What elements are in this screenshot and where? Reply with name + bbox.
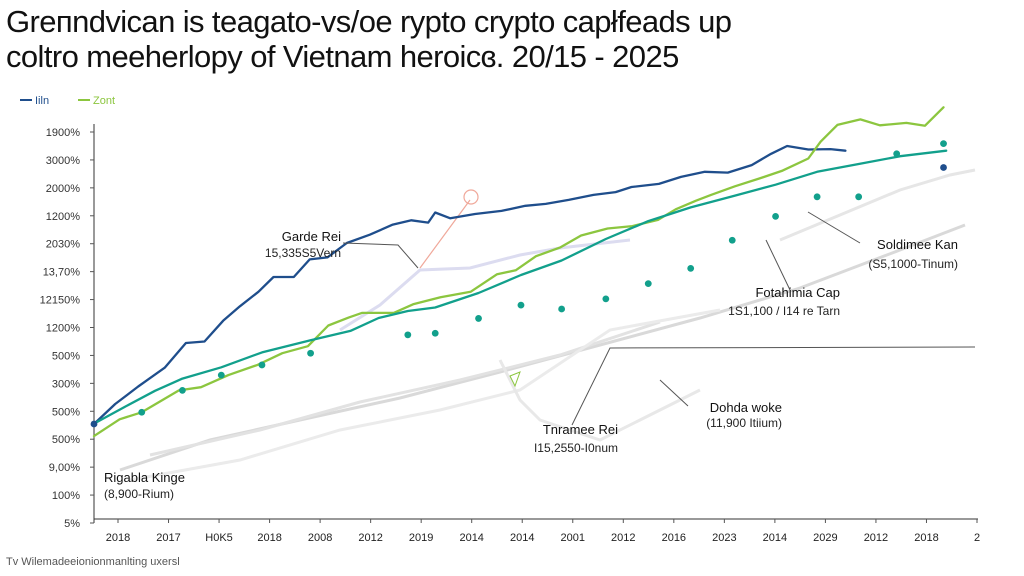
x-tick-label: 2008 — [308, 532, 332, 544]
x-tick-label: 2014 — [459, 532, 483, 544]
ghost-line-5 — [498, 359, 701, 442]
y-tick-label: 1200% — [46, 211, 80, 223]
x-tick-label: 2018 — [914, 532, 938, 544]
x-tick-label: 2018 — [106, 532, 130, 544]
y-tick-label: 500% — [52, 406, 80, 418]
data-point-marker — [728, 236, 736, 244]
y-tick-label: 500% — [52, 434, 80, 446]
y-tick-label: 5% — [64, 518, 80, 530]
data-point-marker — [258, 361, 266, 369]
data-point-marker — [517, 301, 525, 309]
ghost-line-6 — [779, 168, 976, 242]
x-tick-label: 2016 — [662, 532, 686, 544]
annotation-leader-line — [765, 239, 791, 291]
chart-title: Greпndvican is tеagato-vs/oe rypto crypt… — [6, 4, 1016, 74]
y-tick-label: 1900% — [46, 127, 80, 139]
data-point-marker — [813, 193, 821, 201]
data-point-marker — [687, 264, 695, 272]
data-point-marker — [404, 331, 412, 339]
series-markers — [90, 140, 947, 428]
data-point-marker — [855, 193, 863, 201]
x-tick-label: 2012 — [611, 532, 635, 544]
x-tick-label: 2023 — [712, 532, 736, 544]
data-point-marker — [558, 305, 566, 313]
annotation-label: Rigabla Kinge — [104, 470, 185, 485]
annotation-value: I15,2550-I0num — [534, 441, 618, 455]
data-point-marker — [644, 280, 652, 288]
ghost-pointer-line — [419, 199, 471, 269]
x-tick-label: 2012 — [358, 532, 382, 544]
x-tick-label: 2014 — [510, 532, 534, 544]
annotation-label: Dohda woke — [710, 400, 782, 415]
annotation-leader-line — [659, 379, 689, 407]
series-lines — [92, 106, 948, 438]
x-tick-label: 2029 — [813, 532, 837, 544]
series-line-teal — [92, 149, 948, 425]
data-point-marker — [90, 420, 98, 428]
chart-title-line-1: Greпndvican is tеagato-vs/oe rypto crypt… — [6, 4, 732, 39]
annotation-leader-line — [807, 211, 861, 244]
data-point-marker — [431, 329, 439, 337]
y-tick-label: 2030% — [46, 239, 80, 251]
y-tick-label: 2000% — [46, 183, 80, 195]
annotation-label: Garde Rei — [282, 229, 341, 244]
source-note: Tv Wilemadeeionionmanlting uxersl — [6, 556, 180, 568]
data-point-marker — [307, 349, 314, 357]
y-tick-label: 100% — [52, 490, 80, 502]
data-point-marker — [179, 386, 186, 394]
annotation-value: (11,900 Itiium) — [706, 416, 782, 430]
annotation-value: (S5,1000-Tinum) — [868, 257, 958, 271]
annotation-value: (8,900-Rium) — [104, 487, 174, 501]
annotation-value: 15,335S5Vern — [265, 246, 341, 260]
data-point-marker — [940, 164, 947, 171]
data-point-marker — [217, 371, 225, 379]
y-tick-label: 1200% — [46, 323, 80, 335]
legend-label: Zont — [93, 95, 115, 107]
x-tick-label: 2019 — [409, 532, 433, 544]
y-tick-label: 500% — [52, 350, 80, 362]
annotation-label: Fotahimia Cap — [755, 285, 840, 300]
data-point-marker — [893, 150, 901, 158]
annotation-leader-line — [571, 346, 976, 426]
x-tick-label: 2001 — [561, 532, 585, 544]
x-tick-label: 2017 — [156, 532, 180, 544]
x-tick-label: 2014 — [763, 532, 787, 544]
x-tick-label: H0K5 — [205, 532, 233, 544]
data-point-marker — [475, 315, 482, 322]
y-tick-label: 9,00% — [49, 462, 80, 474]
y-tick-label: 12150% — [40, 295, 81, 307]
x-tick-label: 2 — [974, 532, 980, 544]
ghost-line-2 — [149, 320, 661, 457]
legend: Iiln Zont — [20, 95, 115, 107]
annotation-label: Soldimee Kan — [877, 237, 958, 252]
series-line-zont — [92, 106, 945, 438]
ghost-pointer-circle — [463, 189, 479, 205]
data-point-marker — [940, 140, 947, 148]
annotations: Garde Rei 15,335S5Vern Soldimee Kan (S5,100… — [104, 211, 976, 501]
x-tick-label: 2012 — [864, 532, 888, 544]
x-tick-label: 2018 — [257, 532, 281, 544]
ghost-triangle-marker — [509, 371, 521, 388]
y-tick-label: 300% — [52, 378, 80, 390]
y-tick-label: 13,70% — [43, 267, 81, 279]
annotation-leader-line — [342, 242, 419, 269]
data-point-marker — [602, 295, 610, 303]
annotation-value: 1S1,100 / I14 re Tarn — [728, 304, 840, 318]
axes: 1900% 3000% 2000% 1200% 2030% 13,70% 12150% 120… — [40, 124, 980, 544]
ghost-line-3 — [129, 308, 721, 482]
chart-title-line-2: coltro meeherlopy of Vietnam heroicɞ. 20… — [6, 39, 679, 74]
data-point-marker — [138, 408, 146, 416]
data-point-marker — [772, 212, 779, 220]
series-line-iiln — [92, 144, 847, 426]
y-tick-label: 3000% — [46, 155, 80, 167]
legend-label: Iiln — [35, 95, 49, 107]
annotation-label: Tnramee Rei — [543, 422, 618, 437]
